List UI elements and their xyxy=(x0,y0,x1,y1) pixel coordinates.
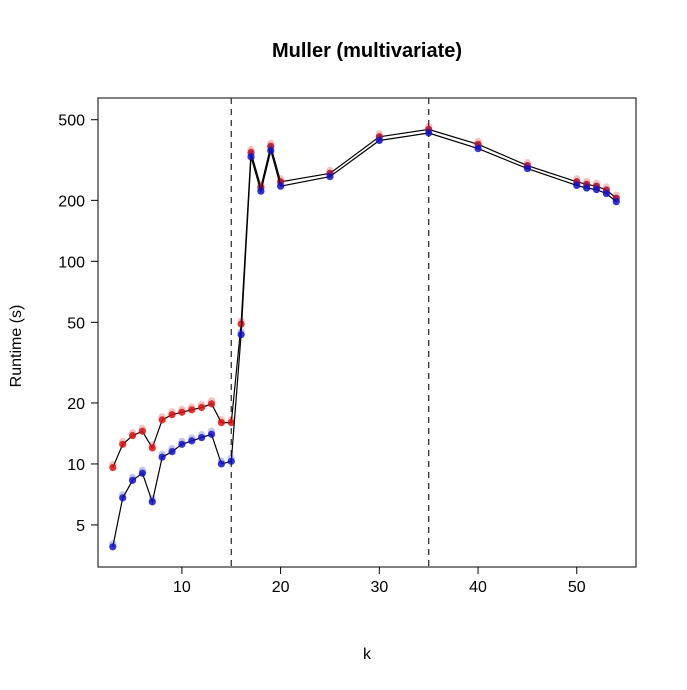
y-tick-label: 200 xyxy=(58,193,85,210)
data-point xyxy=(168,411,176,419)
data-point xyxy=(375,136,383,145)
data-point xyxy=(158,453,166,461)
data-point xyxy=(119,440,127,448)
y-tick-label: 50 xyxy=(67,315,85,332)
data-point xyxy=(247,153,255,161)
series-1 xyxy=(109,122,620,472)
data-point xyxy=(326,172,334,181)
reference-lines xyxy=(230,98,430,567)
x-axis: 10 20 30 40 50 xyxy=(173,567,586,596)
data-point xyxy=(109,543,117,551)
data-point xyxy=(425,129,433,137)
x-tick-label: 30 xyxy=(370,579,388,596)
data-point xyxy=(207,400,216,408)
y-tick-label: 5 xyxy=(76,518,85,535)
data-point xyxy=(257,187,265,195)
data-point xyxy=(148,444,156,452)
data-point xyxy=(138,469,147,477)
data-point xyxy=(168,448,176,456)
data-point xyxy=(612,198,620,206)
data-point xyxy=(217,460,225,468)
x-tick-label: 40 xyxy=(469,579,487,596)
data-point xyxy=(128,476,137,484)
data-point xyxy=(128,432,137,440)
series-line xyxy=(112,128,617,468)
data-point xyxy=(227,418,235,427)
data-point xyxy=(573,181,581,190)
series-line xyxy=(112,132,617,547)
chart-title: Muller (multivariate) xyxy=(272,40,462,62)
data-point xyxy=(277,182,285,190)
x-tick-label: 20 xyxy=(272,579,290,596)
x-tick-label: 10 xyxy=(173,579,191,596)
y-tick-label: 20 xyxy=(67,396,85,413)
data-point xyxy=(227,457,235,465)
data-point xyxy=(178,408,186,416)
data-point xyxy=(217,418,225,427)
data-point xyxy=(592,185,601,194)
data-point xyxy=(119,494,127,502)
y-tick-label: 500 xyxy=(58,113,85,130)
y-tick-label: 10 xyxy=(67,457,85,474)
data-point xyxy=(148,498,156,506)
data-point xyxy=(178,440,186,448)
y-axis-label: Runtime (s) xyxy=(8,305,25,388)
y-tick-label: 100 xyxy=(58,254,85,271)
data-point xyxy=(188,406,196,414)
data-point xyxy=(474,145,482,153)
data-point xyxy=(109,463,117,472)
data-point xyxy=(602,189,610,198)
data-point xyxy=(583,184,591,192)
data-point xyxy=(523,164,532,173)
y-axis: 5 10 20 50 100 200 500 xyxy=(58,113,98,535)
data-point xyxy=(237,330,245,339)
data-point xyxy=(198,433,206,442)
data-point xyxy=(158,416,166,424)
data-point xyxy=(188,437,196,445)
plot-frame xyxy=(97,97,637,568)
data-point xyxy=(207,430,216,438)
data-point xyxy=(198,403,206,412)
data-point xyxy=(267,147,275,155)
x-tick-label: 50 xyxy=(568,579,586,596)
series-2 xyxy=(109,126,620,551)
data-point xyxy=(138,427,147,435)
x-axis-label: k xyxy=(363,646,372,663)
series-layer xyxy=(109,122,620,551)
